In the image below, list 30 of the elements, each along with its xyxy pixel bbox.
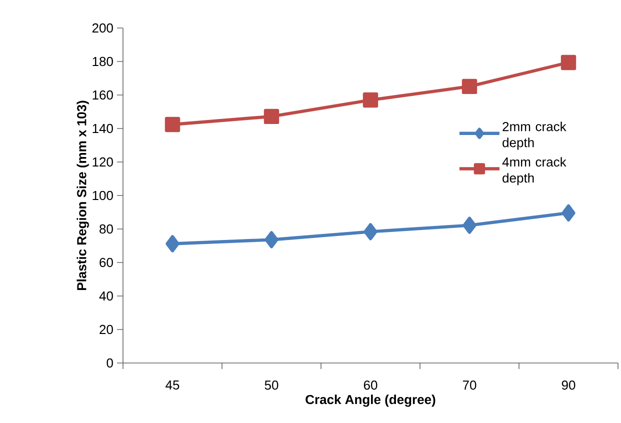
x-tick-label: 50 <box>264 380 278 390</box>
x-tick-label: 45 <box>166 380 180 390</box>
y-tick-label: 180 <box>92 56 113 66</box>
y-tick-label: 100 <box>92 190 113 200</box>
y-tick-label: 140 <box>92 124 113 134</box>
point <box>166 235 180 252</box>
y-tick-label: 40 <box>99 291 113 301</box>
y-tick-label: 20 <box>100 324 113 334</box>
y-tick-label: 200 <box>92 23 113 33</box>
point <box>462 78 478 94</box>
x-tick-label: 70 <box>462 380 476 390</box>
point <box>560 54 576 70</box>
point <box>264 108 280 124</box>
x-tick-label: 60 <box>364 380 378 390</box>
point <box>362 92 378 108</box>
x-tick-label: 90 <box>562 380 576 390</box>
y-tick-label: 60 <box>100 258 113 268</box>
y-tick-label: 80 <box>100 224 113 234</box>
y-axis-title: Plastic Region Size (mm x 103) <box>76 100 89 290</box>
point <box>562 204 576 222</box>
y-tick-label: 0 <box>106 358 113 368</box>
legend-label: 4mm crack depth <box>502 157 566 186</box>
y-tick-label: 120 <box>92 157 113 167</box>
point <box>364 223 378 240</box>
y-tick-label: 160 <box>92 90 113 100</box>
point <box>462 216 476 234</box>
x-axis-title: Crack Angle (degree) <box>306 394 436 407</box>
legend-label: 2mm crack depth <box>502 122 566 150</box>
point <box>164 116 180 132</box>
point <box>264 231 278 248</box>
